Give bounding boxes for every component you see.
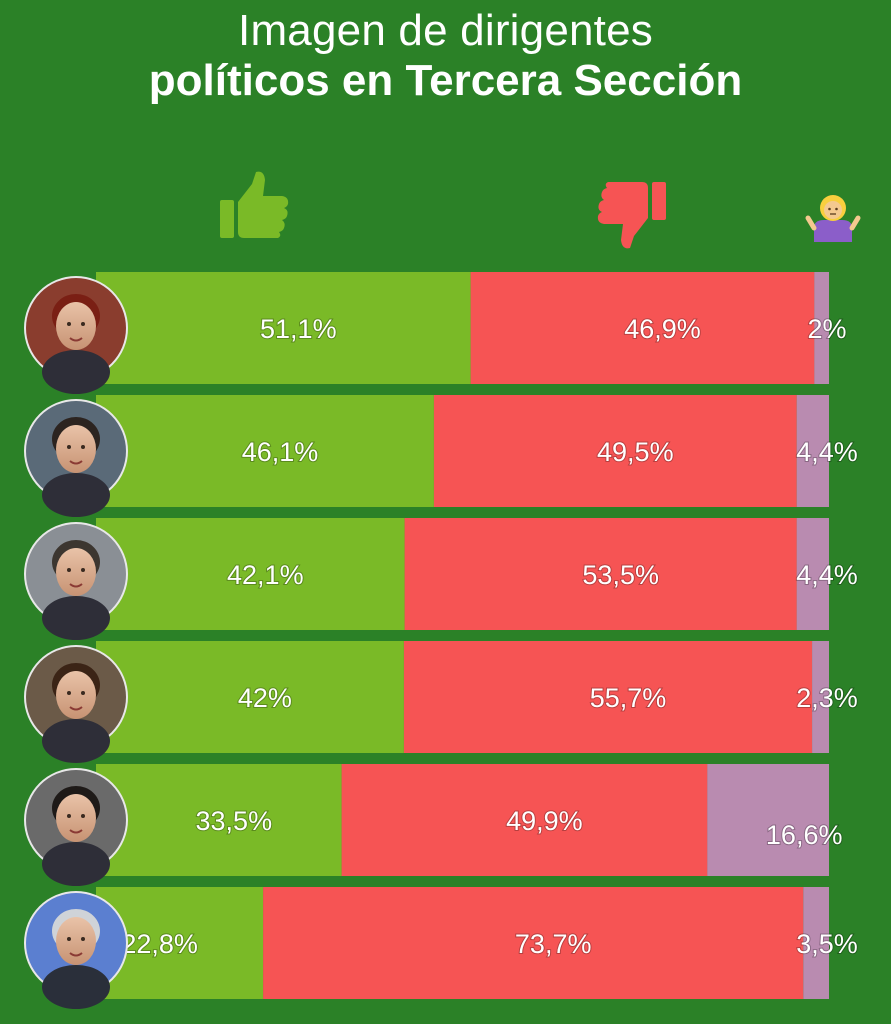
data-label-positive: 42%	[238, 683, 292, 713]
data-label-neutral: 16,6%	[766, 820, 843, 850]
data-label-positive: 42,1%	[227, 560, 304, 590]
chart-title-line-1: Imagen de dirigentes	[238, 6, 653, 55]
data-label-neutral: 4,4%	[796, 437, 858, 467]
bar-segment-positive	[96, 641, 404, 753]
data-label-positive: 33,5%	[196, 806, 273, 836]
bar-segment-positive	[96, 272, 471, 384]
bar-segment-neutral	[796, 518, 829, 630]
bar-segment-negative	[470, 272, 815, 384]
data-label-negative: 49,9%	[506, 806, 583, 836]
bar-segment-negative	[403, 641, 813, 753]
bar-row-1: 51,1% 46,9% 2%	[24, 272, 848, 394]
avatar	[24, 645, 128, 763]
bar-row-5: 33,5% 49,9% 16,6%	[24, 764, 843, 886]
bar-segment-neutral	[707, 764, 829, 876]
bar-row-3: 42,1% 53,5% 4,4%	[24, 518, 859, 640]
thumbs-down-icon	[596, 178, 668, 250]
bar-segment-neutral	[814, 272, 829, 384]
bar-segment-negative	[263, 887, 804, 999]
bar-segment-negative	[404, 518, 797, 630]
bar-segment-negative	[433, 395, 797, 507]
bar-segment-neutral	[812, 641, 829, 753]
avatar	[24, 399, 128, 517]
data-label-neutral: 3,5%	[796, 929, 858, 959]
data-label-neutral: 4,4%	[796, 560, 858, 590]
bar-segment-negative	[341, 764, 708, 876]
data-label-negative: 73,7%	[515, 929, 592, 959]
bar-segment-neutral	[796, 395, 829, 507]
data-label-negative: 53,5%	[582, 560, 659, 590]
bar-segment-positive	[96, 764, 342, 876]
data-label-positive: 46,1%	[242, 437, 319, 467]
thumbs-up-icon	[218, 170, 290, 242]
data-label-positive: 51,1%	[260, 314, 337, 344]
data-label-negative: 55,7%	[590, 683, 667, 713]
bar-segment-positive	[96, 518, 405, 630]
bar-segment-neutral	[803, 887, 829, 999]
chart-title-line-2: políticos en Tercera Sección	[148, 56, 743, 105]
bar-row-2: 46,1% 49,5% 4,4%	[24, 395, 859, 517]
shrug-icon	[805, 188, 861, 242]
data-label-negative: 46,9%	[624, 314, 701, 344]
bar-segment-positive	[96, 395, 434, 507]
avatar	[24, 891, 128, 1009]
avatar	[24, 768, 128, 886]
data-label-neutral: 2,3%	[796, 683, 858, 713]
avatar	[24, 276, 128, 394]
data-label-neutral: 2%	[807, 314, 846, 344]
bar-row-4: 42% 55,7% 2,3%	[24, 641, 859, 763]
data-label-negative: 49,5%	[597, 437, 674, 467]
data-label-positive: 22,8%	[121, 929, 198, 959]
avatar	[24, 522, 128, 640]
bar-row-6: 22,8% 73,7% 3,5%	[24, 887, 859, 1009]
